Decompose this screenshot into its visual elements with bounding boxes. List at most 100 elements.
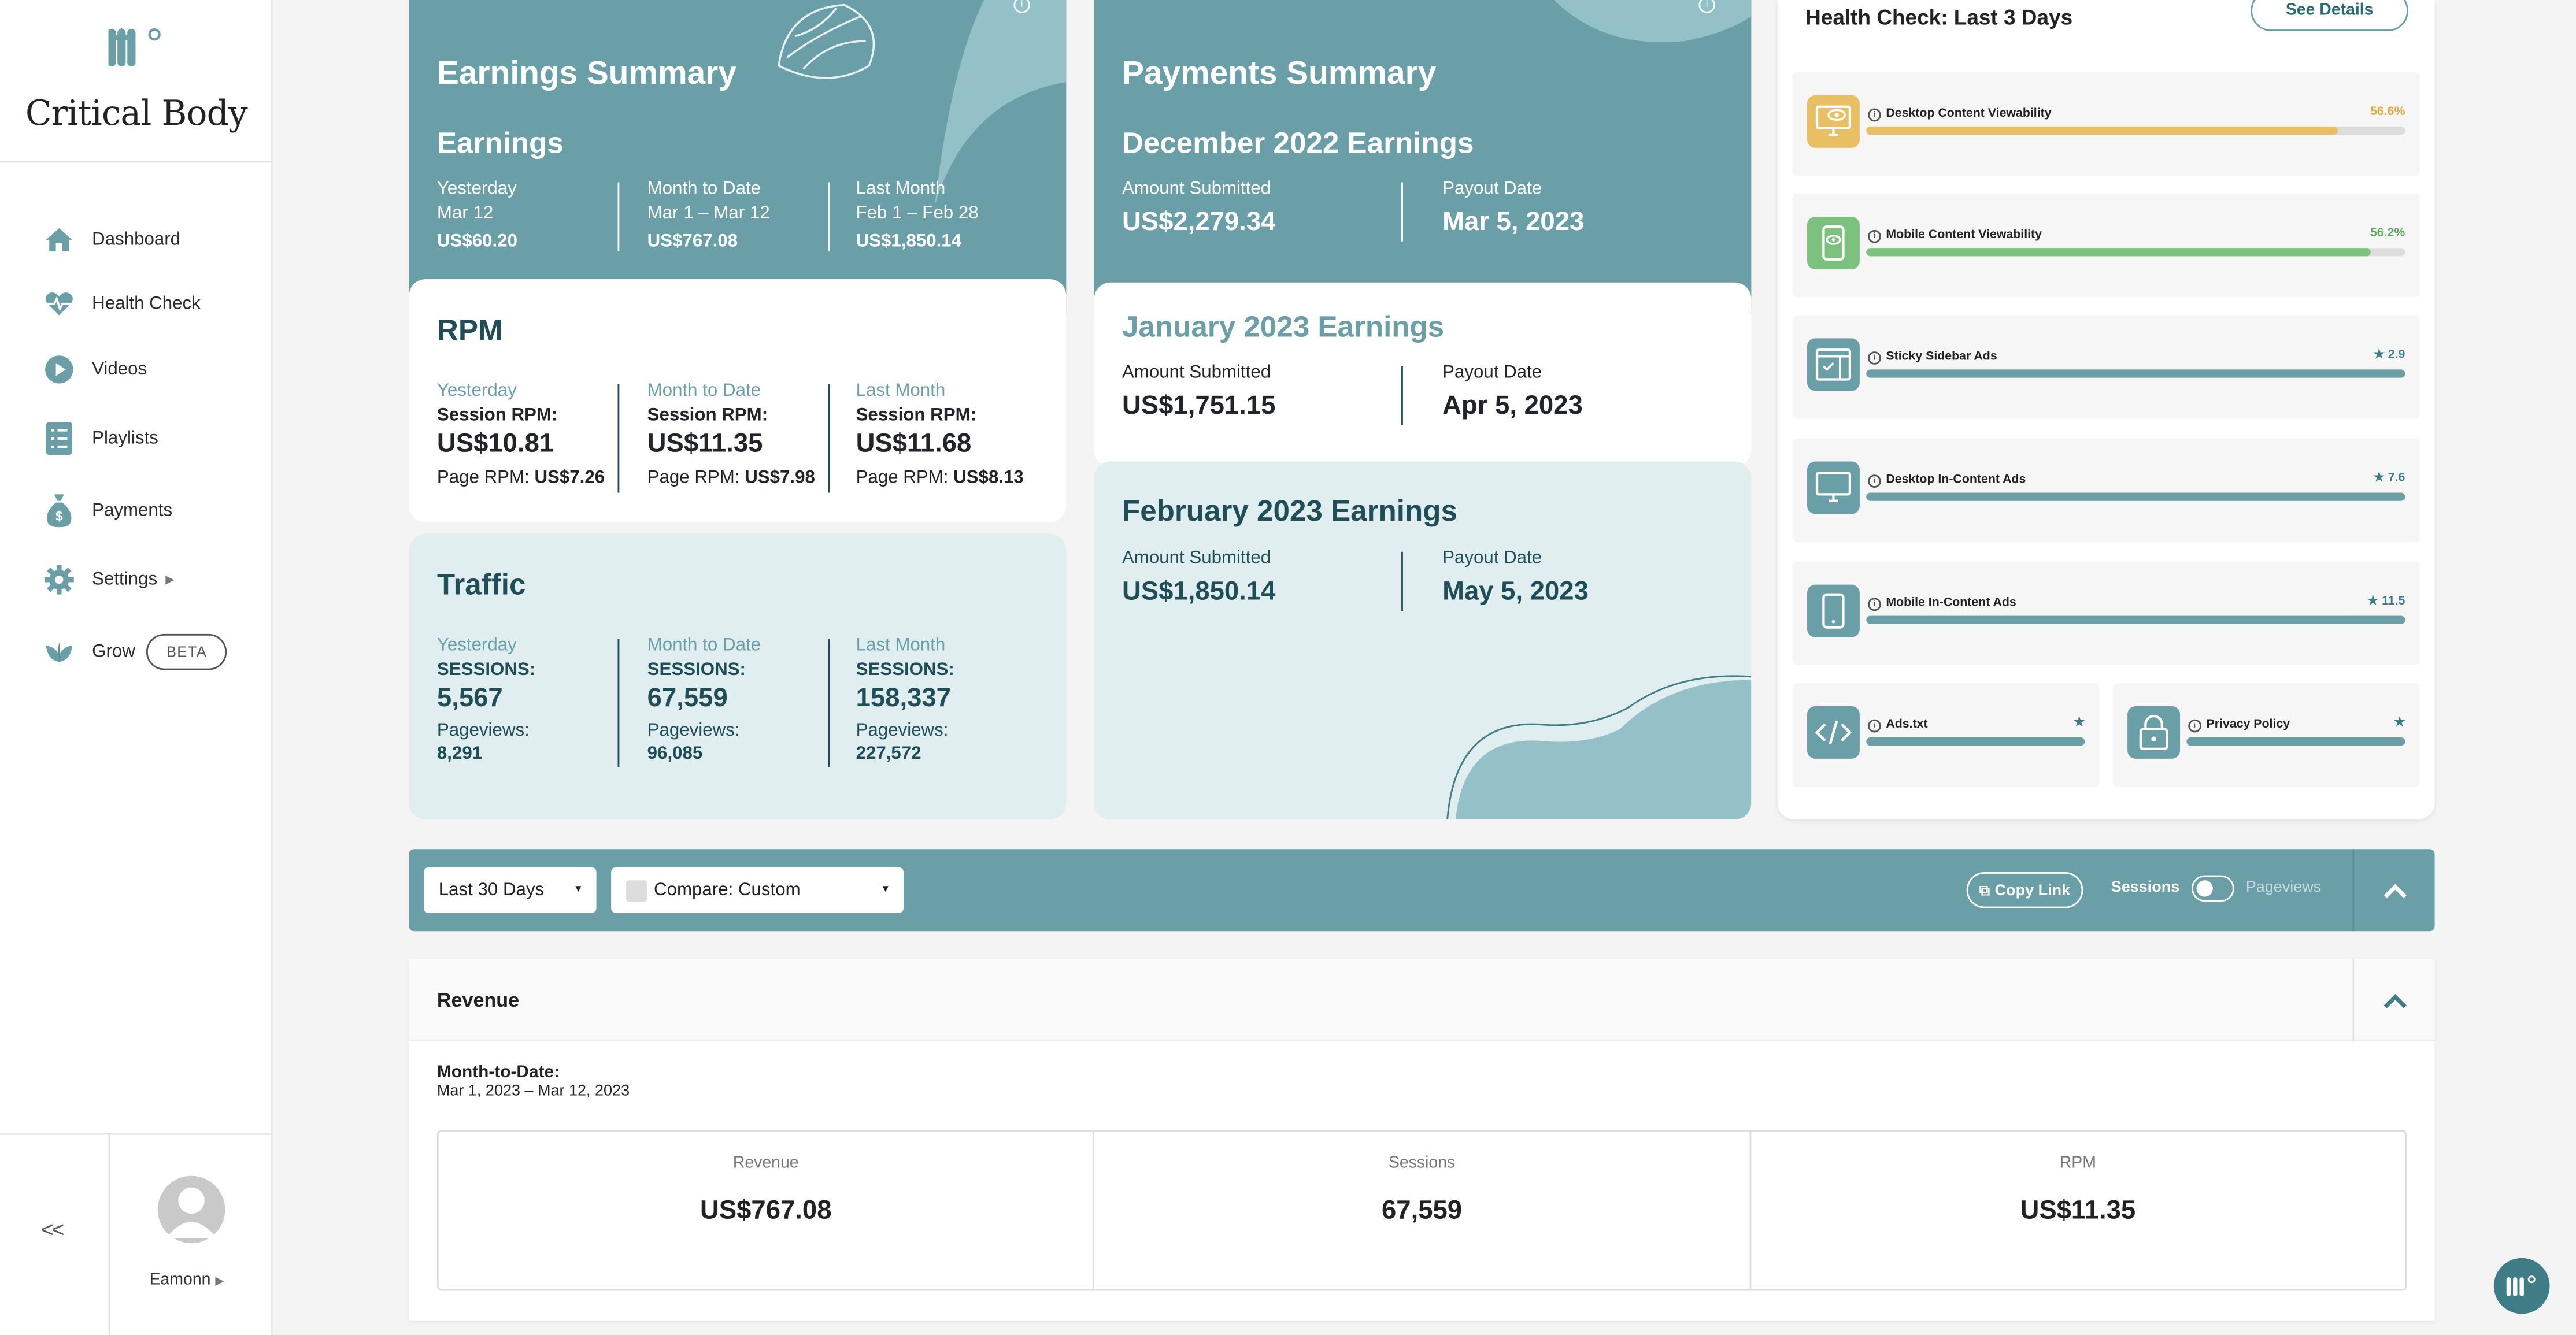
sidebar-item-settings[interactable]: Settings ▶ [43,562,175,598]
payments-summary-title: Payments Summary [1122,55,1437,92]
info-icon[interactable]: i [1698,0,1715,13]
gear-icon [43,563,76,596]
star-icon: ★ [2367,592,2379,608]
progress-bar [2186,737,2405,746]
star-icon: ★ [2373,346,2385,362]
earnings-summary-card: i Earnings Summary Earnings Yesterday Ma… [409,0,1067,329]
info-icon[interactable]: i [1868,598,1881,611]
kpi-sessions: Sessions 67,559 [1095,1132,1751,1289]
progress-bar [1866,126,2405,135]
sidebar-item-label: Payments [92,500,173,521]
health-row-mobile-in-content[interactable]: i Mobile In-Content Ads ★ 11.5 [1792,561,2420,665]
copy-icon: ⧉ [1979,881,1990,898]
lock-icon [2127,706,2181,759]
traffic-card: Traffic Yesterday SESSIONS: 5,567 Pagevi… [409,533,1067,820]
health-row-sticky-sidebar[interactable]: i Sticky Sidebar Ads ★ 2.9 [1792,315,2420,419]
earnings-month-to-date: Month to Date Mar 1 – Mar 12 US$767.08 [647,179,770,251]
collapse-revenue-button[interactable] [2352,959,2434,1041]
revenue-title: Revenue [436,988,520,1012]
help-chat-button[interactable] [2493,1258,2550,1314]
mobile-eye-icon [1807,217,1860,270]
health-row-desktop-viewability[interactable]: i Desktop Content Viewability 56.6% [1792,72,2420,176]
health-row-privacy-policy[interactable]: i Privacy Policy ★ [2112,683,2420,787]
sidebar-window-icon [1807,338,1860,391]
sidebar-item-label: Settings [92,570,158,590]
rpm-title: RPM [436,313,503,347]
february-payment-card: February 2023 Earnings Amount Submitted … [1094,461,1752,820]
health-row-ads-txt[interactable]: i Ads.txt ★ [1792,683,2100,787]
rpm-yesterday: Yesterday Session RPM: US$10.81 Page RPM… [436,381,605,488]
payment-block-title: February 2023 Earnings [1122,494,1457,528]
sidebar: Critical Body Dashboard Health Check Vid… [0,0,273,1335]
sidebar-item-videos[interactable]: Videos [43,351,147,388]
compare-select[interactable]: Compare: Custom ▼ [611,867,904,914]
progress-bar [1866,492,2405,501]
revenue-panel: Revenue Month-to-Date: Mar 1, 2023 – Mar… [409,959,2435,1321]
code-icon [1807,706,1860,759]
kpi-rpm: RPM US$11.35 [2020,1154,2136,1225]
payment-amount: US$1,751.15 [1122,392,1276,421]
sessions-label: Sessions [2111,878,2180,897]
sidebar-item-grow[interactable]: Grow BETA [43,633,227,670]
sidebar-item-dashboard[interactable]: Dashboard [43,222,180,258]
info-icon[interactable]: i [1868,474,1881,488]
health-row-desktop-in-content[interactable]: i Desktop In-Content Ads ★ 7.6 [1792,438,2420,542]
info-icon[interactable]: i [1013,0,1030,13]
heart-pulse-icon [43,287,76,320]
sessions-pageviews-toggle[interactable] [2191,875,2234,902]
see-details-button[interactable]: See Details [2251,0,2409,31]
progress-bar [1866,615,2405,624]
star-icon: ★ [2373,469,2385,485]
copy-link-button[interactable]: ⧉ Copy Link [1966,872,2083,908]
chevron-right-icon: ▶ [165,574,175,587]
info-icon[interactable]: i [1868,229,1881,243]
earnings-subtitle: Earnings [436,126,564,160]
wave-decoration-icon [1446,675,1752,820]
mobile-icon [1807,584,1860,637]
health-row-mobile-viewability[interactable]: i Mobile Content Viewability 56.2% [1792,194,2420,298]
collapse-sidebar-button[interactable]: << [41,1217,64,1242]
brand-logo-icon [108,27,161,67]
info-icon[interactable]: i [2188,719,2202,733]
play-circle-icon [43,353,76,386]
traffic-title: Traffic [436,568,526,602]
info-icon[interactable]: i [1868,108,1881,122]
chevron-up-icon [2383,883,2406,898]
info-icon[interactable]: i [1868,719,1881,733]
sidebar-item-health-check[interactable]: Health Check [43,285,201,322]
sidebar-item-payments[interactable]: $ Payments [43,493,172,529]
progress-bar [1866,248,2405,257]
sidebar-item-playlists[interactable]: Playlists [43,421,158,457]
wave-decoration-icon [1554,0,1752,43]
svg-text:$: $ [55,509,63,524]
user-menu[interactable]: Eamonn ▶ [150,1271,224,1289]
traffic-month-to-date: Month to Date SESSIONS: 67,559 Pageviews… [647,635,761,764]
leaf-decoration-icon [778,0,1067,206]
filter-toolbar: Last 30 Days ▼ Compare: Custom ▼ ⧉ Copy Lin… [409,849,2435,932]
payout-date: Mar 5, 2023 [1442,208,1585,237]
caret-down-icon: ▼ [573,885,583,895]
date-range-select[interactable]: Last 30 Days ▼ [424,867,597,914]
sidebar-item-label: Videos [92,359,147,380]
payment-amount: US$2,279.34 [1122,208,1276,237]
list-icon [43,422,76,455]
sidebar-footer: << Eamonn ▶ [0,1133,273,1335]
compare-checkbox[interactable] [626,879,647,901]
caret-down-icon: ▼ [880,885,891,895]
collapse-toolbar-button[interactable] [2352,849,2434,932]
home-icon [43,223,76,256]
brand-header: Critical Body [0,0,271,163]
avatar[interactable] [157,1175,225,1244]
payments-summary-card: i Payments Summary December 2022 Earning… [1094,0,1752,329]
chevron-right-icon: ▶ [215,1276,224,1288]
rpm-month-to-date: Month to Date Session RPM: US$11.35 Page… [647,381,815,488]
pageviews-label: Pageviews [2245,878,2322,897]
desktop-eye-icon [1807,95,1860,148]
traffic-yesterday: Yesterday SESSIONS: 5,567 Pageviews: 8,2… [436,635,536,764]
rpm-last-month: Last Month Session RPM: US$11.68 Page RP… [856,381,1024,488]
info-icon[interactable]: i [1868,351,1881,365]
kpi-row: Revenue US$767.08 Sessions 67,559 RPM US$11… [436,1130,2407,1291]
payment-block-title: January 2023 Earnings [1122,310,1445,343]
health-check-card: Health Check: Last 3 Days See Details i … [1777,0,2435,820]
payout-date: May 5, 2023 [1442,578,1589,606]
